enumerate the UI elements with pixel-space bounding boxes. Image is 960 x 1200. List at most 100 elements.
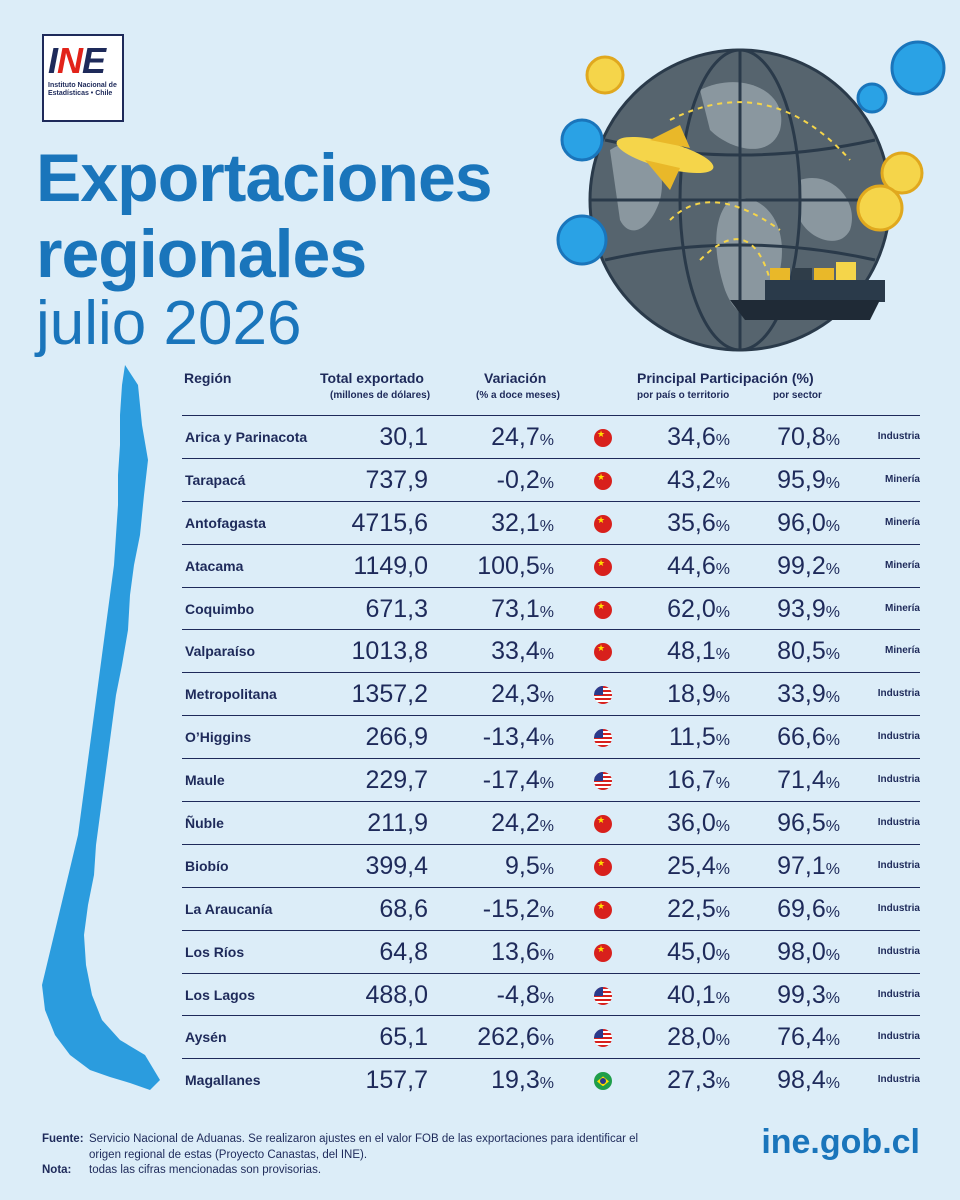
total-exported: 229,7 (365, 766, 428, 795)
note-label: Nota: (42, 1164, 72, 1176)
table-row: Ñuble 211,9 24,2% ★ 36,0% 96,5% Industria (182, 801, 920, 844)
exports-table: Arica y Parinacota 30,1 24,7% ★ 34,6% 70,8% In… (182, 415, 920, 1101)
country-share: 22,5% (667, 894, 730, 923)
header-variation: Variación (484, 370, 547, 386)
china-flag-icon: ★ (594, 514, 612, 533)
sector-share: 66,6% (777, 723, 840, 752)
china-flag-icon: ★ (594, 643, 612, 662)
sector-share: 71,4% (777, 766, 840, 795)
region-name: Magallanes (185, 1072, 261, 1089)
sector-name: Minería (884, 602, 920, 614)
sector-share: 70,8% (777, 423, 840, 451)
footer-notes: Fuente: Servicio Nacional de Aduanas. Se … (42, 1132, 682, 1179)
header-participation: Principal Participación (%) (637, 370, 814, 386)
sector-name: Industria (877, 774, 920, 786)
region-name: O’Higgins (185, 729, 252, 746)
variation-value: -13,4% (482, 723, 554, 752)
variation-value: 73,1% (491, 594, 554, 623)
table-row: Valparaíso 1013,8 33,4% ★ 48,1% 80,5% Minería (182, 629, 920, 672)
table-row: Maule 229,7 -17,4% 16,7% 71,4% Industria (182, 758, 920, 801)
table-row: O’Higgins 266,9 -13,4% 11,5% 66,6% Industria (182, 715, 920, 758)
sector-name: Minería (884, 516, 920, 528)
cargo-ship-icon (730, 262, 885, 320)
country-share: 48,1% (667, 637, 730, 666)
variation-value: 13,6% (491, 937, 554, 966)
table-row: Aysén 65,1 262,6% 28,0% 76,4% Industria (182, 1015, 920, 1058)
sector-share: 97,1% (777, 851, 840, 880)
country-share: 25,4% (667, 851, 730, 880)
region-name: Coquimbo (185, 600, 255, 617)
sector-name: Industria (877, 859, 920, 871)
region-name: Antofagasta (185, 514, 266, 531)
total-exported: 671,3 (365, 594, 428, 623)
table-row: Antofagasta 4715,6 32,1% ★ 35,6% 96,0% Minería (182, 500, 920, 544)
region-name: Metropolitana (185, 686, 277, 703)
variation-value: -0,2% (496, 465, 554, 494)
gold-coin-icon (585, 55, 924, 232)
sector-share: 95,9% (777, 465, 840, 494)
variation-value: 100,5% (477, 551, 554, 580)
country-share: 43,2% (667, 465, 730, 494)
sector-name: Minería (884, 645, 920, 657)
variation-value: 19,3% (491, 1066, 554, 1095)
table-row: Los Lagos 488,0 -4,8% 40,1% 99,3% Industria (182, 972, 920, 1016)
table-row: Tarapacá 737,9 -0,2% ★ 43,2% 95,9% Minería (182, 457, 920, 501)
header-total-sub: (millones de dólares) (330, 390, 431, 401)
total-exported: 64,8 (379, 937, 428, 966)
usa-flag-icon (594, 772, 612, 791)
page-title-line2: regionales (36, 216, 367, 292)
sector-name: Industria (877, 1074, 920, 1086)
source-text: Servicio Nacional de Aduanas. Se realiza… (89, 1133, 639, 1161)
website-url[interactable]: ine.gob.cl (761, 1123, 920, 1161)
china-flag-icon: ★ (594, 471, 612, 490)
total-exported: 1149,0 (353, 551, 428, 580)
country-share: 11,5% (668, 723, 730, 752)
total-exported: 266,9 (365, 723, 428, 752)
note-text: todas las cifras mencionadas son proviso… (89, 1164, 322, 1176)
total-exported: 211,9 (367, 809, 428, 838)
region-name: La Araucanía (185, 900, 273, 917)
variation-value: 24,2% (491, 809, 554, 838)
country-share: 16,7% (667, 766, 730, 795)
header-total: Total exportado (320, 370, 424, 386)
sector-share: 76,4% (777, 1023, 840, 1052)
sector-share: 80,5% (777, 637, 840, 666)
sector-name: Minería (884, 473, 920, 485)
usa-flag-icon (594, 729, 612, 748)
ine-logo-subtitle: Instituto Nacional de Estadísticas • Chi… (48, 82, 117, 97)
china-flag-icon: ★ (594, 429, 612, 447)
sector-share: 98,4% (777, 1066, 840, 1095)
variation-value: 9,5% (505, 851, 554, 880)
china-flag-icon: ★ (594, 943, 612, 962)
sector-name: Industria (877, 1031, 920, 1043)
country-share: 40,1% (667, 980, 730, 1009)
header-by-sector: por sector (773, 390, 822, 401)
china-flag-icon: ★ (594, 857, 612, 876)
sector-name: Industria (877, 902, 920, 914)
ine-logo: INE Instituto Nacional de Estadísticas •… (42, 34, 124, 122)
total-exported: 1013,8 (351, 637, 428, 666)
chile-map (42, 365, 160, 1090)
sector-share: 33,9% (777, 680, 840, 709)
region-name: Tarapacá (185, 471, 246, 488)
brazil-flag-icon (594, 1072, 612, 1091)
sector-share: 96,0% (777, 508, 840, 537)
total-exported: 157,7 (365, 1066, 428, 1095)
usa-flag-icon (594, 686, 612, 705)
sector-name: Industria (877, 731, 920, 743)
total-exported: 4715,6 (351, 508, 428, 537)
region-name: Los Lagos (185, 986, 256, 1003)
sector-share: 99,2% (777, 551, 840, 580)
china-flag-icon: ★ (594, 600, 612, 619)
header-variation-sub: (% a doce meses) (476, 390, 560, 401)
sector-name: Industria (877, 988, 920, 1000)
country-share: 36,0% (667, 809, 730, 838)
table-row: Metropolitana 1357,2 24,3% 18,9% 33,9% Indust… (182, 672, 920, 715)
sector-share: 99,3% (777, 980, 840, 1009)
sector-name: Industria (877, 688, 920, 700)
total-exported: 737,9 (365, 465, 428, 494)
total-exported: 399,4 (365, 851, 428, 880)
total-exported: 68,6 (379, 894, 428, 923)
variation-value: 262,6% (477, 1023, 554, 1052)
table-row: Arica y Parinacota 30,1 24,7% ★ 34,6% 70,8% In… (182, 415, 920, 458)
